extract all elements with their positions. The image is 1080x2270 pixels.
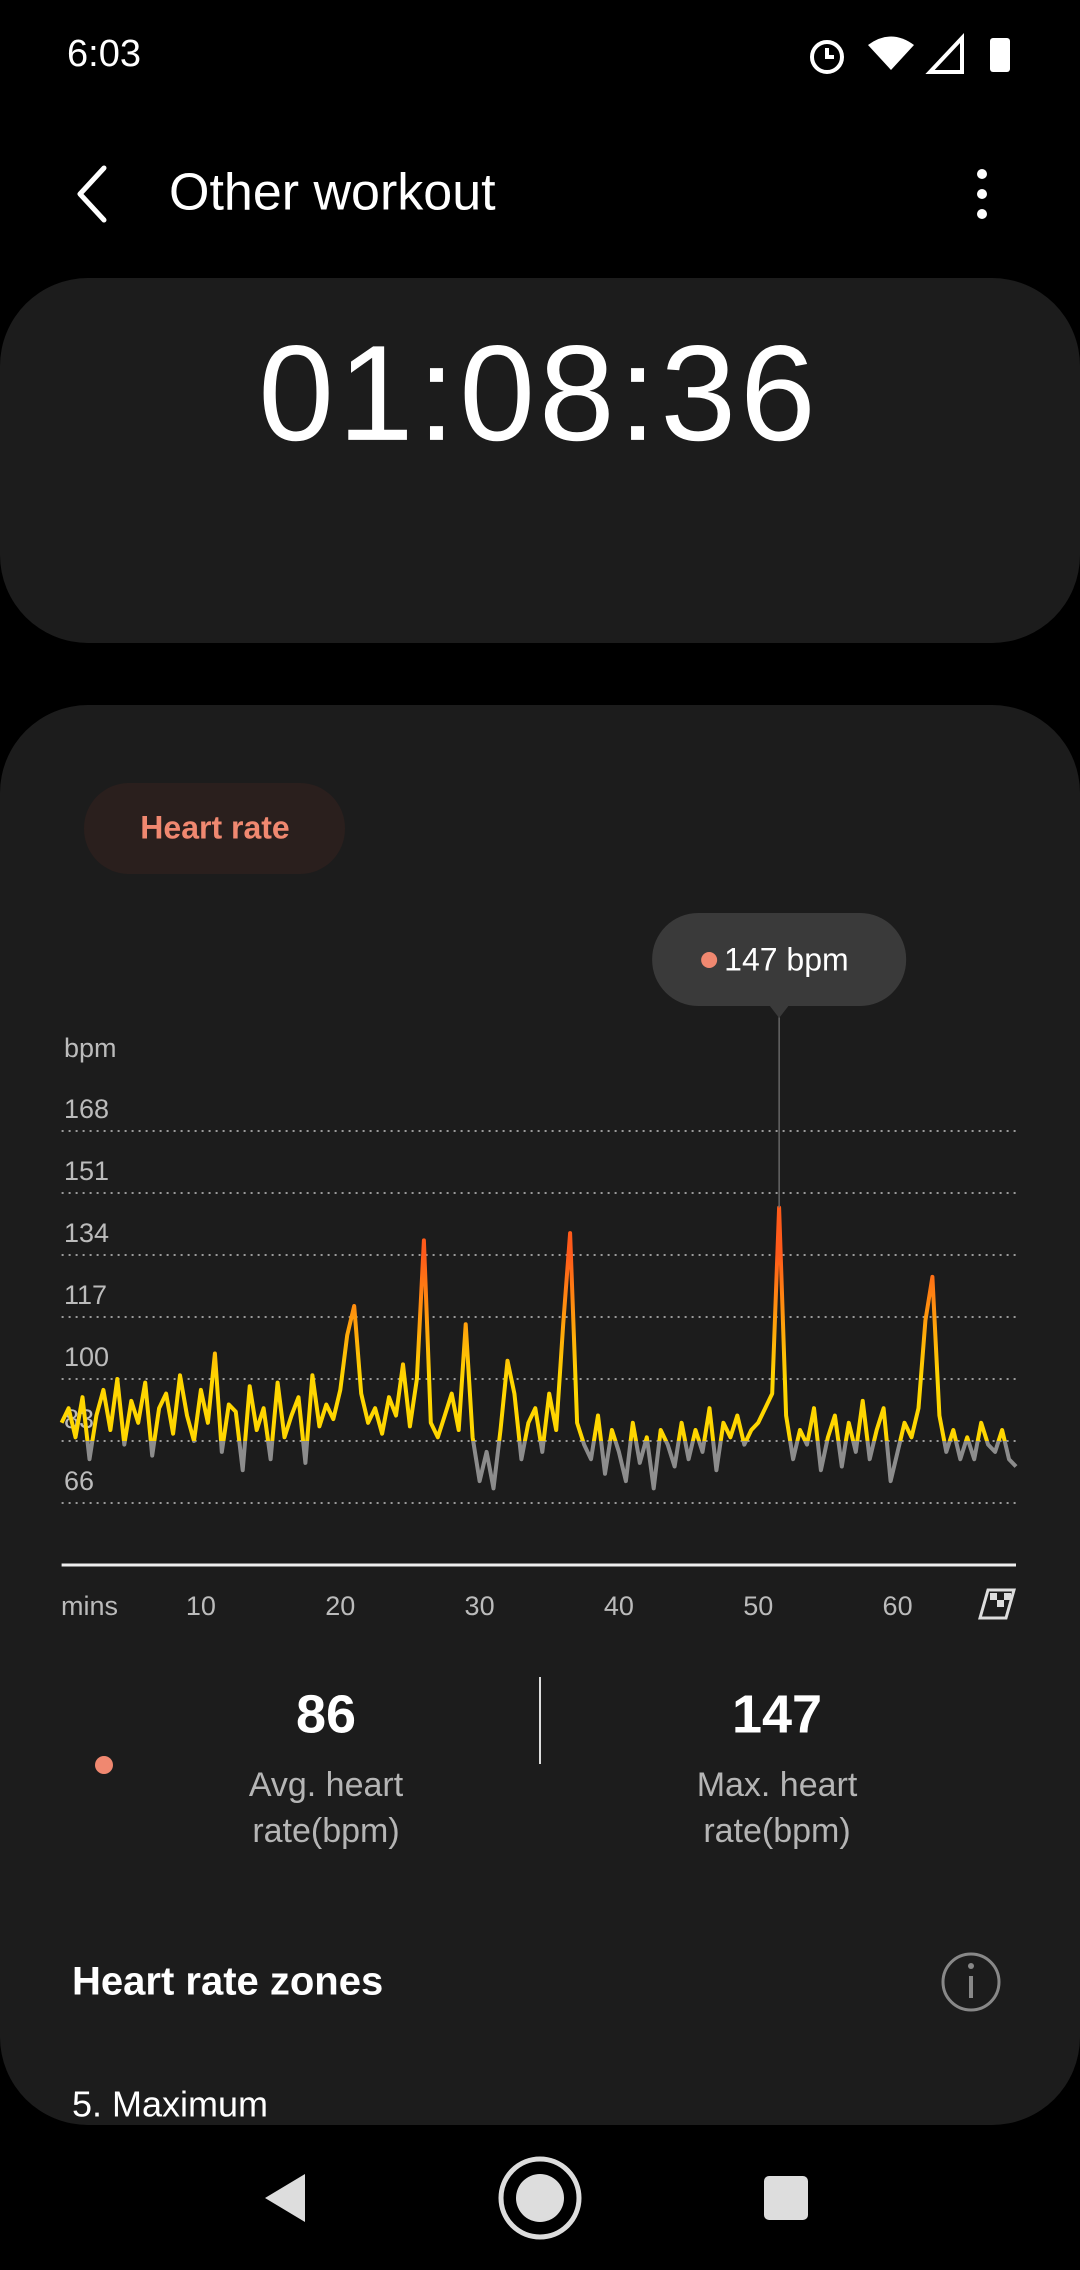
dot (977, 189, 987, 199)
x-tick-label: 40 (604, 1591, 634, 1621)
x-tick-label: 50 (743, 1591, 773, 1621)
avg-marker (95, 1756, 113, 1774)
tooltip-label: 147 bpm (724, 941, 849, 977)
flag-outline (978, 1588, 1016, 1620)
avg-value: 86 (296, 1684, 356, 1744)
x-axis-label: mins (61, 1591, 118, 1621)
max-value: 147 (732, 1684, 822, 1744)
info-dot (968, 1963, 974, 1969)
max-label: Max. heart rate(bpm) (696, 1766, 858, 1850)
finish-flag (978, 1588, 1016, 1620)
tooltip-bubble (652, 913, 907, 1006)
nav-home-inner (516, 2174, 564, 2222)
timer-card (0, 278, 1080, 643)
nav-recents[interactable] (764, 2176, 808, 2220)
workout-duration: 01:08:36 (258, 317, 819, 469)
flag-checks (990, 1593, 1011, 1607)
x-tick-label: 10 (186, 1591, 216, 1621)
tooltip-pointer (769, 1005, 790, 1018)
x-tick-label: 30 (465, 1591, 495, 1621)
y-tick-label: 117 (64, 1280, 107, 1310)
y-tick-label: 66 (64, 1466, 94, 1496)
tooltip-dot (701, 952, 718, 968)
chart-card (0, 705, 1080, 2125)
more-button[interactable] (977, 169, 987, 219)
status-icons (810, 32, 1010, 74)
back-button[interactable] (77, 165, 107, 223)
dot (977, 209, 987, 219)
dot (977, 169, 987, 179)
nav-home[interactable] (498, 2156, 582, 2240)
heart-rate-line (59, 1205, 1018, 1491)
nav-back[interactable] (265, 2174, 305, 2222)
avg-label: Avg. heart rate(bpm) (248, 1766, 404, 1850)
x-tick-label: 60 (883, 1591, 913, 1621)
metric-chip-label: Heart rate (140, 809, 289, 845)
alarm-hands (825, 48, 834, 59)
y-tick-label: 168 (64, 1094, 109, 1124)
signal-icon (925, 32, 964, 74)
y-tick-label: 134 (64, 1218, 109, 1248)
zones-title: Heart rate zones (72, 1960, 383, 2004)
wifi-icon (868, 36, 914, 70)
info-circle (941, 1952, 1001, 2012)
page-title: Other workout (169, 164, 496, 222)
alarm-icon (810, 40, 844, 74)
y-tick-label: 100 (64, 1342, 109, 1372)
y-tick-label: 151 (64, 1156, 109, 1186)
metric-chip[interactable] (84, 783, 345, 874)
info-button[interactable] (941, 1952, 1001, 2012)
zone-item: 5. Maximum (72, 2084, 268, 2125)
battery-icon (990, 38, 1010, 72)
y-axis-label: bpm (64, 1033, 117, 1063)
x-tick-label: 20 (325, 1591, 355, 1621)
status-time: 6:03 (67, 33, 141, 75)
